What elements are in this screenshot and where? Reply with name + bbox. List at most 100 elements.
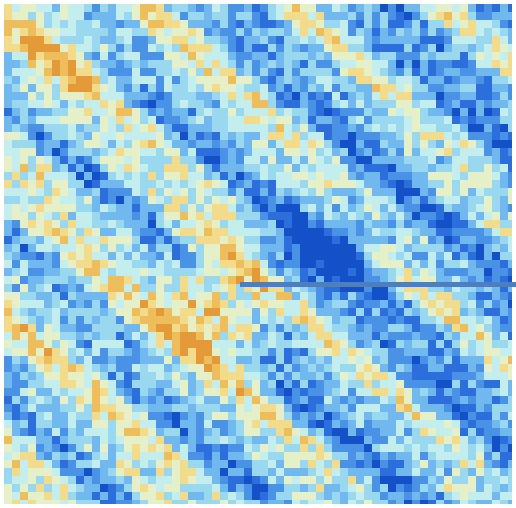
noise-cell (308, 196, 316, 204)
noise-cell (252, 116, 260, 124)
noise-cell (380, 476, 388, 484)
noise-cell (428, 300, 436, 308)
noise-cell (20, 204, 28, 212)
noise-cell (300, 292, 308, 300)
noise-cell (372, 244, 380, 252)
noise-cell (372, 500, 380, 504)
noise-cell (268, 52, 276, 60)
noise-cell (268, 236, 276, 244)
noise-cell (4, 76, 12, 84)
noise-cell (372, 348, 380, 356)
noise-cell (484, 300, 492, 308)
noise-cell (20, 500, 28, 504)
noise-cell (316, 252, 324, 260)
noise-cell (148, 356, 156, 364)
noise-cell (164, 428, 172, 436)
noise-cell (172, 196, 180, 204)
noise-cell (324, 260, 332, 268)
noise-cell (76, 36, 84, 44)
noise-cell (492, 20, 500, 28)
noise-cell (364, 4, 372, 12)
noise-cell (84, 372, 92, 380)
noise-cell (388, 164, 396, 172)
noise-cell (236, 268, 244, 276)
noise-cell (244, 468, 252, 476)
noise-cell (276, 316, 284, 324)
noise-cell (124, 476, 132, 484)
noise-cell (396, 308, 404, 316)
noise-cell (284, 364, 292, 372)
noise-cell (356, 116, 364, 124)
noise-cell (300, 460, 308, 468)
noise-cell (84, 4, 92, 12)
noise-cell (484, 140, 492, 148)
noise-cell (124, 4, 132, 12)
noise-cell (60, 196, 68, 204)
noise-cell (412, 20, 420, 28)
noise-cell (396, 404, 404, 412)
noise-cell (236, 404, 244, 412)
noise-cell (308, 380, 316, 388)
noise-cell (220, 468, 228, 476)
noise-cell (284, 44, 292, 52)
noise-cell (356, 20, 364, 28)
noise-cell (364, 164, 372, 172)
noise-cell (140, 276, 148, 284)
noise-cell (124, 428, 132, 436)
noise-cell (276, 228, 284, 236)
noise-cell (292, 236, 300, 244)
noise-cell (412, 244, 420, 252)
noise-cell (204, 492, 212, 500)
noise-cell (244, 380, 252, 388)
noise-cell (404, 204, 412, 212)
noise-cell (364, 404, 372, 412)
noise-cell (44, 84, 52, 92)
noise-cell (396, 476, 404, 484)
noise-cell (284, 204, 292, 212)
noise-cell (356, 100, 364, 108)
noise-cell (164, 196, 172, 204)
noise-cell (340, 52, 348, 60)
noise-cell (164, 204, 172, 212)
noise-cell (476, 36, 484, 44)
noise-cell (148, 396, 156, 404)
noise-cell (52, 412, 60, 420)
noise-cell (284, 252, 292, 260)
noise-cell (12, 428, 20, 436)
noise-cell (388, 132, 396, 140)
noise-cell (148, 476, 156, 484)
noise-cell (52, 468, 60, 476)
noise-cell (380, 364, 388, 372)
noise-cell (452, 228, 460, 236)
noise-cell (100, 476, 108, 484)
noise-cell (236, 52, 244, 60)
noise-cell (4, 44, 12, 52)
noise-cell (444, 220, 452, 228)
noise-cell (180, 364, 188, 372)
noise-cell (428, 348, 436, 356)
noise-cell (228, 324, 236, 332)
noise-cell (332, 420, 340, 428)
noise-cell (332, 172, 340, 180)
noise-cell (20, 84, 28, 92)
noise-cell (84, 188, 92, 196)
noise-cell (140, 164, 148, 172)
noise-cell (460, 28, 468, 36)
noise-cell (44, 308, 52, 316)
noise-cell (116, 356, 124, 364)
noise-cell (380, 44, 388, 52)
noise-cell (228, 220, 236, 228)
noise-cell (380, 268, 388, 276)
noise-cell (228, 284, 236, 292)
noise-cell (84, 20, 92, 28)
noise-cell (476, 316, 484, 324)
noise-cell (180, 60, 188, 68)
noise-cell (428, 388, 436, 396)
noise-cell (324, 484, 332, 492)
noise-cell (356, 452, 364, 460)
noise-cell (180, 348, 188, 356)
noise-cell (396, 188, 404, 196)
noise-cell (492, 236, 500, 244)
noise-cell (164, 132, 172, 140)
noise-cell (132, 364, 140, 372)
